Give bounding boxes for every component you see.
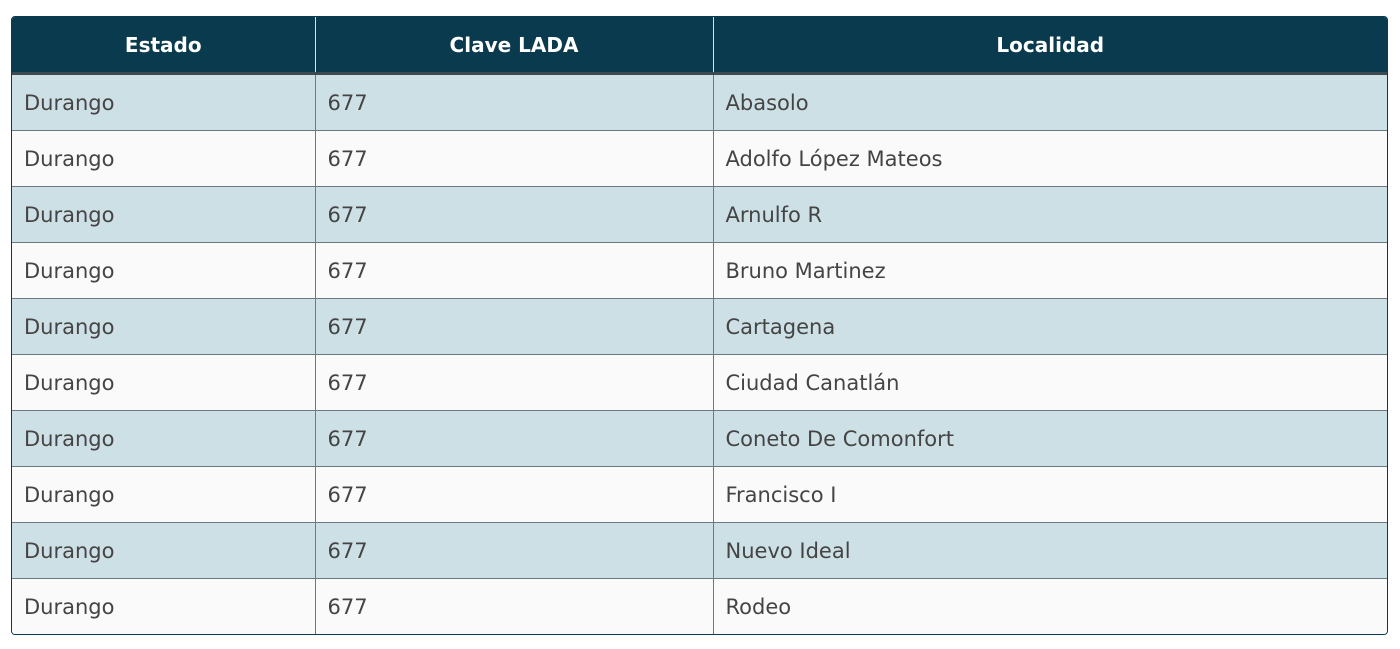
table-cell: Francisco I <box>712 466 1387 523</box>
table-cell: Adolfo López Mateos <box>712 130 1387 187</box>
table-cell: 677 <box>314 522 713 579</box>
table-row: Durango 677 Cartagena <box>12 298 1387 355</box>
table-cell: 677 <box>314 466 713 523</box>
table-cell: 677 <box>314 578 713 634</box>
header-row: Estado Clave LADA Localidad <box>12 17 1387 75</box>
table-row: Durango 677 Ciudad Canatlán <box>12 354 1387 411</box>
table-cell: 677 <box>314 298 713 355</box>
table-cell: Cartagena <box>712 298 1387 355</box>
table-cell: Abasolo <box>712 73 1387 131</box>
table-cell: Durango <box>12 578 315 634</box>
table-row: Durango 677 Nuevo Ideal <box>12 522 1387 579</box>
table-cell: 677 <box>314 186 713 243</box>
table-row: Durango 677 Arnulfo R <box>12 186 1387 243</box>
table-row: Durango 677 Adolfo López Mateos <box>12 130 1387 187</box>
table-cell: 677 <box>314 242 713 299</box>
table-frame: Estado Clave LADA Localidad Durango 677 Abas… <box>11 16 1388 635</box>
table-cell: Bruno Martinez <box>712 242 1387 299</box>
header-cell: Localidad <box>712 17 1387 75</box>
header-cell: Estado <box>12 17 315 75</box>
table-cell: 677 <box>314 410 713 467</box>
table-cell: Durango <box>12 354 315 411</box>
lada-table: Estado Clave LADA Localidad Durango 677 Abas… <box>12 17 1387 634</box>
table-cell: Coneto De Comonfort <box>712 410 1387 467</box>
table-cell: Durango <box>12 410 315 467</box>
table-body: Durango 677 Abasolo Durango 677 Adolfo López … <box>12 73 1387 634</box>
table-row: Durango 677 Abasolo <box>12 73 1387 131</box>
table-cell: Nuevo Ideal <box>712 522 1387 579</box>
table-row: Durango 677 Bruno Martinez <box>12 242 1387 299</box>
table-cell: Durango <box>12 73 315 131</box>
table-cell: Rodeo <box>712 578 1387 634</box>
table-row: Durango 677 Rodeo <box>12 578 1387 634</box>
table-cell: Durango <box>12 130 315 187</box>
table-cell: Arnulfo R <box>712 186 1387 243</box>
table-row: Durango 677 Francisco I <box>12 466 1387 523</box>
header-cell: Clave LADA <box>314 17 713 75</box>
table-cell: 677 <box>314 73 713 131</box>
table-cell: Durango <box>12 466 315 523</box>
table-cell: Ciudad Canatlán <box>712 354 1387 411</box>
table-cell: Durango <box>12 242 315 299</box>
table-cell: Durango <box>12 298 315 355</box>
table-cell: 677 <box>314 130 713 187</box>
table-cell: 677 <box>314 354 713 411</box>
table-row: Durango 677 Coneto De Comonfort <box>12 410 1387 467</box>
table-cell: Durango <box>12 186 315 243</box>
table-cell: Durango <box>12 522 315 579</box>
